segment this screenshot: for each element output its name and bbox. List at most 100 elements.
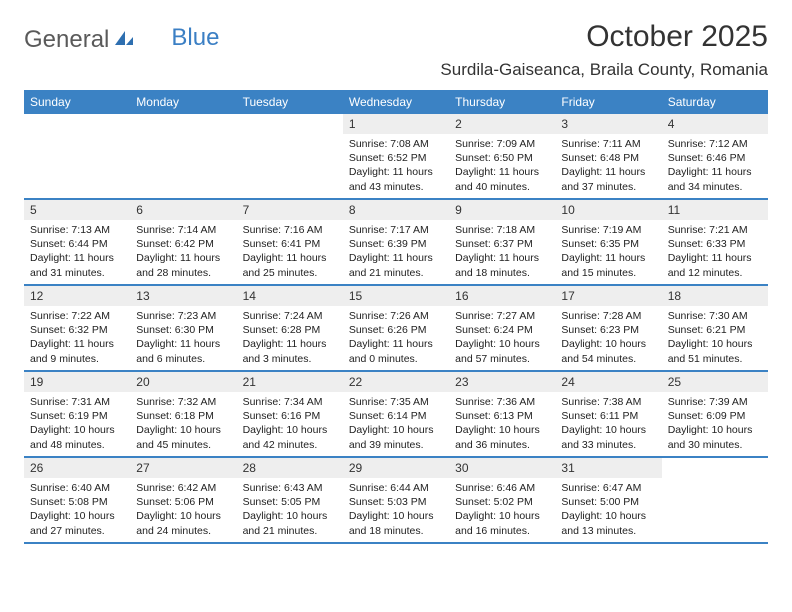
day-details: Sunrise: 7:31 AMSunset: 6:19 PMDaylight:… (24, 392, 130, 456)
day-details: Sunrise: 7:17 AMSunset: 6:39 PMDaylight:… (343, 220, 449, 284)
calendar-cell: 29Sunrise: 6:44 AMSunset: 5:03 PMDayligh… (343, 458, 449, 542)
day-details: Sunrise: 7:32 AMSunset: 6:18 PMDaylight:… (130, 392, 236, 456)
calendar-cell: 27Sunrise: 6:42 AMSunset: 5:06 PMDayligh… (130, 458, 236, 542)
day-number: 16 (449, 286, 555, 306)
calendar-week: 19Sunrise: 7:31 AMSunset: 6:19 PMDayligh… (24, 372, 768, 458)
calendar-cell (662, 458, 768, 542)
page-title: October 2025 (440, 20, 768, 54)
day-number: 4 (662, 114, 768, 134)
calendar-cell: 12Sunrise: 7:22 AMSunset: 6:32 PMDayligh… (24, 286, 130, 370)
calendar-week: 5Sunrise: 7:13 AMSunset: 6:44 PMDaylight… (24, 200, 768, 286)
day-number: 3 (555, 114, 661, 134)
day-details: Sunrise: 7:28 AMSunset: 6:23 PMDaylight:… (555, 306, 661, 370)
day-details: Sunrise: 7:12 AMSunset: 6:46 PMDaylight:… (662, 134, 768, 198)
day-details: Sunrise: 7:26 AMSunset: 6:26 PMDaylight:… (343, 306, 449, 370)
calendar-cell: 22Sunrise: 7:35 AMSunset: 6:14 PMDayligh… (343, 372, 449, 456)
calendar-cell: 23Sunrise: 7:36 AMSunset: 6:13 PMDayligh… (449, 372, 555, 456)
day-number: 20 (130, 372, 236, 392)
day-details: Sunrise: 6:42 AMSunset: 5:06 PMDaylight:… (130, 478, 236, 542)
calendar-cell (237, 114, 343, 198)
day-number: 9 (449, 200, 555, 220)
day-details: Sunrise: 7:27 AMSunset: 6:24 PMDaylight:… (449, 306, 555, 370)
day-details: Sunrise: 6:44 AMSunset: 5:03 PMDaylight:… (343, 478, 449, 542)
day-number: 30 (449, 458, 555, 478)
calendar-cell: 2Sunrise: 7:09 AMSunset: 6:50 PMDaylight… (449, 114, 555, 198)
day-details: Sunrise: 7:36 AMSunset: 6:13 PMDaylight:… (449, 392, 555, 456)
day-number: 21 (237, 372, 343, 392)
day-details: Sunrise: 7:14 AMSunset: 6:42 PMDaylight:… (130, 220, 236, 284)
day-number: 11 (662, 200, 768, 220)
calendar-cell: 9Sunrise: 7:18 AMSunset: 6:37 PMDaylight… (449, 200, 555, 284)
day-details: Sunrise: 7:18 AMSunset: 6:37 PMDaylight:… (449, 220, 555, 284)
day-number (130, 114, 236, 134)
location-text: Surdila-Gaiseanca, Braila County, Romani… (440, 60, 768, 80)
day-details: Sunrise: 6:40 AMSunset: 5:08 PMDaylight:… (24, 478, 130, 542)
day-number: 13 (130, 286, 236, 306)
day-number: 12 (24, 286, 130, 306)
day-details: Sunrise: 7:08 AMSunset: 6:52 PMDaylight:… (343, 134, 449, 198)
day-details (662, 478, 768, 485)
day-details: Sunrise: 7:19 AMSunset: 6:35 PMDaylight:… (555, 220, 661, 284)
calendar-cell: 24Sunrise: 7:38 AMSunset: 6:11 PMDayligh… (555, 372, 661, 456)
day-details (24, 134, 130, 141)
day-number: 19 (24, 372, 130, 392)
calendar-cell: 26Sunrise: 6:40 AMSunset: 5:08 PMDayligh… (24, 458, 130, 542)
calendar-cell: 31Sunrise: 6:47 AMSunset: 5:00 PMDayligh… (555, 458, 661, 542)
calendar-cell: 6Sunrise: 7:14 AMSunset: 6:42 PMDaylight… (130, 200, 236, 284)
day-details: Sunrise: 7:35 AMSunset: 6:14 PMDaylight:… (343, 392, 449, 456)
day-details: Sunrise: 6:47 AMSunset: 5:00 PMDaylight:… (555, 478, 661, 542)
logo-text-2: Blue (171, 24, 219, 52)
day-number: 15 (343, 286, 449, 306)
calendar-week: 12Sunrise: 7:22 AMSunset: 6:32 PMDayligh… (24, 286, 768, 372)
day-details (130, 134, 236, 141)
day-number: 8 (343, 200, 449, 220)
calendar-cell: 13Sunrise: 7:23 AMSunset: 6:30 PMDayligh… (130, 286, 236, 370)
day-details: Sunrise: 7:39 AMSunset: 6:09 PMDaylight:… (662, 392, 768, 456)
calendar-cell: 1Sunrise: 7:08 AMSunset: 6:52 PMDaylight… (343, 114, 449, 198)
day-header: Monday (130, 90, 236, 114)
calendar-cell: 7Sunrise: 7:16 AMSunset: 6:41 PMDaylight… (237, 200, 343, 284)
calendar-cell: 5Sunrise: 7:13 AMSunset: 6:44 PMDaylight… (24, 200, 130, 284)
calendar-cell: 11Sunrise: 7:21 AMSunset: 6:33 PMDayligh… (662, 200, 768, 284)
calendar-cell (24, 114, 130, 198)
day-number: 6 (130, 200, 236, 220)
logo-text-1: General (24, 26, 109, 54)
day-number: 29 (343, 458, 449, 478)
calendar-cell: 30Sunrise: 6:46 AMSunset: 5:02 PMDayligh… (449, 458, 555, 542)
day-number: 5 (24, 200, 130, 220)
day-number: 7 (237, 200, 343, 220)
calendar-cell: 19Sunrise: 7:31 AMSunset: 6:19 PMDayligh… (24, 372, 130, 456)
calendar-cell (130, 114, 236, 198)
day-header: Sunday (24, 90, 130, 114)
day-details: Sunrise: 7:24 AMSunset: 6:28 PMDaylight:… (237, 306, 343, 370)
day-header: Friday (555, 90, 661, 114)
day-number: 28 (237, 458, 343, 478)
day-header: Thursday (449, 90, 555, 114)
day-number (237, 114, 343, 134)
day-details: Sunrise: 7:34 AMSunset: 6:16 PMDaylight:… (237, 392, 343, 456)
calendar-cell: 3Sunrise: 7:11 AMSunset: 6:48 PMDaylight… (555, 114, 661, 198)
day-details (237, 134, 343, 141)
day-details: Sunrise: 7:21 AMSunset: 6:33 PMDaylight:… (662, 220, 768, 284)
calendar: SundayMondayTuesdayWednesdayThursdayFrid… (24, 90, 768, 544)
day-details: Sunrise: 7:09 AMSunset: 6:50 PMDaylight:… (449, 134, 555, 198)
day-number: 2 (449, 114, 555, 134)
day-header: Saturday (662, 90, 768, 114)
day-number: 22 (343, 372, 449, 392)
day-number: 24 (555, 372, 661, 392)
day-details: Sunrise: 7:22 AMSunset: 6:32 PMDaylight:… (24, 306, 130, 370)
calendar-cell: 28Sunrise: 6:43 AMSunset: 5:05 PMDayligh… (237, 458, 343, 542)
day-number: 1 (343, 114, 449, 134)
header: General Blue October 2025 Surdila-Gaisea… (24, 20, 768, 80)
day-number: 27 (130, 458, 236, 478)
day-number: 10 (555, 200, 661, 220)
logo: General Blue (24, 26, 219, 54)
day-number (662, 458, 768, 478)
title-block: October 2025 Surdila-Gaiseanca, Braila C… (440, 20, 768, 80)
day-header: Wednesday (343, 90, 449, 114)
day-details: Sunrise: 7:16 AMSunset: 6:41 PMDaylight:… (237, 220, 343, 284)
calendar-cell: 16Sunrise: 7:27 AMSunset: 6:24 PMDayligh… (449, 286, 555, 370)
day-number: 23 (449, 372, 555, 392)
day-details: Sunrise: 7:38 AMSunset: 6:11 PMDaylight:… (555, 392, 661, 456)
day-number: 17 (555, 286, 661, 306)
